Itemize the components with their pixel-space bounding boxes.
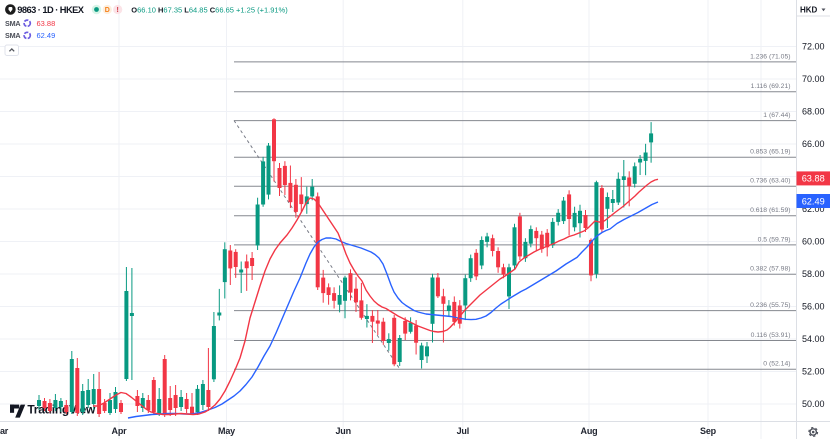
svg-text:0.5 (59.79): 0.5 (59.79): [758, 236, 791, 243]
svg-text:Jul: Jul: [457, 426, 469, 436]
svg-text:1.236 (71.05): 1.236 (71.05): [750, 53, 790, 60]
svg-text:63.88: 63.88: [37, 19, 56, 28]
svg-text:0.382 (57.98): 0.382 (57.98): [750, 266, 790, 273]
svg-text:Jun: Jun: [335, 426, 350, 436]
svg-text:62.49: 62.49: [37, 31, 56, 40]
svg-text:50.00: 50.00: [802, 399, 825, 409]
svg-text:0.116 (53.91): 0.116 (53.91): [751, 332, 791, 339]
svg-text:0.618 (61.59): 0.618 (61.59): [750, 207, 790, 214]
svg-text:62.00: 62.00: [802, 204, 825, 214]
svg-text:70.00: 70.00: [802, 74, 825, 84]
svg-text:0 (52.14): 0 (52.14): [763, 361, 790, 368]
svg-text:1 (67.44): 1 (67.44): [763, 112, 790, 119]
svg-text:Apr: Apr: [112, 426, 128, 436]
svg-text:56.00: 56.00: [802, 302, 825, 312]
svg-text:0.236 (55.75): 0.236 (55.75): [750, 302, 790, 309]
svg-text:68.00: 68.00: [802, 107, 825, 117]
svg-text:60.00: 60.00: [802, 237, 825, 247]
svg-text:SMA: SMA: [5, 19, 20, 28]
svg-text:D: D: [105, 7, 110, 14]
svg-text:63.88: 63.88: [802, 174, 825, 184]
svg-text:O66.10 H67.35 L64.85 C66.65 +1: O66.10 H67.35 L64.85 C66.65 +1.25 (+1.91…: [131, 5, 288, 14]
svg-text:54.00: 54.00: [802, 334, 825, 344]
svg-text:0.853 (65.19): 0.853 (65.19): [750, 149, 790, 156]
svg-text:May: May: [218, 426, 235, 436]
svg-text:9863 · 1D · HKEX: 9863 · 1D · HKEX: [17, 5, 84, 15]
svg-text:Sep: Sep: [700, 426, 717, 436]
svg-text:52.00: 52.00: [802, 367, 825, 377]
svg-text:SMA: SMA: [5, 31, 20, 40]
svg-text:72.00: 72.00: [802, 42, 825, 52]
svg-text:Aug: Aug: [581, 426, 598, 436]
svg-text:58.00: 58.00: [802, 269, 825, 279]
svg-text:62.49: 62.49: [802, 196, 825, 206]
svg-text:!: !: [117, 7, 119, 14]
svg-text:66.00: 66.00: [802, 139, 825, 149]
svg-text:ar: ar: [0, 426, 9, 436]
svg-text:HKD: HKD: [800, 6, 818, 15]
svg-text:0.736 (63.40): 0.736 (63.40): [750, 178, 790, 185]
svg-text:1.116 (69.21): 1.116 (69.21): [751, 83, 791, 90]
